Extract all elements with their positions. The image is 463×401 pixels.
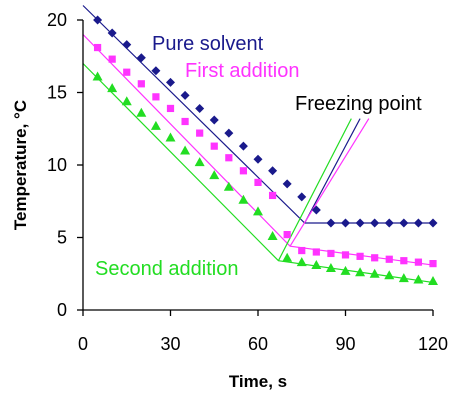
data-point-series-2: [296, 257, 307, 267]
data-point-series-2: [369, 268, 380, 278]
data-markers: [92, 15, 438, 285]
data-point-series-1: [137, 80, 145, 88]
data-point-series-1: [429, 260, 437, 268]
data-point-series-2: [209, 170, 220, 180]
data-point-series-0: [93, 15, 103, 25]
data-point-series-2: [180, 145, 191, 155]
data-point-series-1: [371, 254, 379, 262]
data-point-series-2: [107, 83, 118, 93]
data-point-series-0: [253, 154, 263, 164]
data-point-series-2: [325, 262, 336, 272]
x-tick-label: 30: [160, 334, 180, 354]
data-point-series-1: [123, 68, 131, 76]
data-point-series-1: [254, 178, 262, 186]
legend-first-addition: First addition: [185, 60, 300, 82]
x-tick-label: 60: [248, 334, 268, 354]
data-point-series-2: [282, 252, 293, 262]
freezing-point-line-2: [277, 118, 352, 261]
data-point-series-1: [210, 142, 218, 150]
data-point-series-1: [385, 255, 393, 263]
freezing-point-lines: [277, 118, 370, 261]
data-point-series-0: [355, 218, 365, 228]
y-tick-label: 10: [47, 155, 67, 175]
data-point-series-0: [151, 66, 161, 76]
data-point-series-1: [152, 93, 160, 101]
freezing-point-line-0: [304, 118, 361, 224]
data-point-series-0: [311, 205, 321, 215]
data-point-series-1: [268, 191, 277, 200]
legend-second-addition: Second addition: [95, 258, 238, 280]
data-point-series-1: [298, 246, 306, 255]
data-point-series-1: [283, 231, 291, 239]
y-tick-label: 20: [47, 10, 67, 30]
data-point-series-2: [92, 71, 103, 81]
data-point-series-2: [165, 132, 176, 142]
freezing-point-line-1: [289, 118, 370, 247]
y-axis-title: Temperature, °C: [11, 100, 30, 230]
data-point-series-0: [341, 218, 350, 228]
data-point-series-2: [340, 265, 351, 275]
data-point-series-1: [225, 154, 233, 162]
data-point-series-0: [297, 192, 307, 202]
data-point-series-1: [356, 252, 364, 260]
y-tick-label: 5: [57, 228, 67, 248]
data-point-series-2: [121, 96, 132, 106]
data-point-series-0: [428, 218, 438, 228]
data-point-series-0: [195, 103, 205, 113]
x-tick-label: 120: [418, 334, 448, 354]
data-point-series-0: [166, 77, 175, 87]
data-point-series-1: [93, 43, 102, 52]
data-point-series-2: [398, 273, 409, 283]
x-axis-title: Time, s: [229, 372, 287, 391]
data-point-series-0: [384, 218, 394, 228]
data-point-series-0: [326, 218, 336, 228]
data-point-series-1: [239, 167, 248, 175]
data-point-series-2: [413, 274, 424, 284]
data-point-series-2: [136, 107, 147, 117]
data-point-series-2: [267, 231, 278, 241]
y-tick-label: 0: [57, 300, 67, 320]
annotation-freezing-point: Freezing point: [295, 93, 422, 115]
data-point-series-1: [400, 257, 408, 265]
data-point-series-2: [355, 267, 366, 277]
data-point-series-1: [196, 129, 204, 137]
data-point-series-1: [181, 117, 189, 126]
data-point-series-1: [414, 258, 423, 266]
data-point-series-2: [223, 181, 234, 191]
data-point-series-0: [282, 179, 292, 189]
data-point-series-2: [253, 206, 263, 216]
data-point-series-0: [136, 53, 146, 63]
data-point-series-2: [150, 120, 161, 130]
data-point-series-1: [327, 249, 335, 258]
data-point-series-1: [341, 251, 350, 259]
data-point-series-1: [312, 248, 320, 256]
data-point-series-1: [166, 104, 175, 113]
data-point-series-0: [370, 218, 380, 228]
data-point-series-0: [399, 218, 409, 228]
data-point-series-2: [311, 260, 322, 270]
data-point-series-0: [268, 166, 278, 176]
data-point-series-0: [224, 128, 234, 138]
data-point-series-2: [384, 270, 395, 280]
data-point-series-0: [238, 141, 248, 151]
y-tick-label: 15: [47, 83, 67, 103]
x-tick-label: 0: [78, 334, 88, 354]
data-point-series-0: [107, 28, 117, 38]
data-point-series-0: [180, 90, 190, 100]
x-tick-label: 90: [335, 334, 355, 354]
data-point-series-2: [428, 276, 438, 285]
data-point-series-1: [108, 55, 116, 63]
legend-pure-solvent: Pure solvent: [152, 33, 264, 55]
data-point-series-0: [413, 218, 423, 228]
axis-ticks: 0 30 60 90 120 0 5 10 15 20: [47, 10, 448, 354]
data-point-series-2: [194, 157, 205, 167]
data-point-series-0: [122, 40, 132, 50]
data-point-series-0: [209, 115, 219, 125]
data-point-series-2: [238, 194, 249, 204]
